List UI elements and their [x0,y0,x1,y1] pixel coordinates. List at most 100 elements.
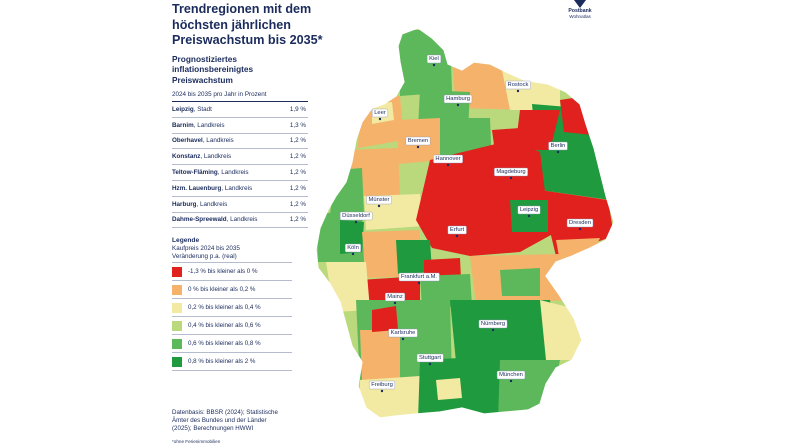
city-label-box [494,167,528,177]
legend-sub-line-1: Kaufpreis 2024 bis 2035 [172,245,240,252]
svg-text:Rostock: Rostock [508,82,529,88]
city-label: Freiburg [369,380,395,393]
city-label: Stuttgart [416,353,444,366]
city-label: Rostock [505,80,531,93]
title-line-3: Preiswachstum bis 2035* [172,33,323,47]
city-label: Nürnberg [478,319,508,332]
svg-text:Münster: Münster [369,197,390,203]
city-label-box [496,370,526,380]
svg-text:Hamburg: Hamburg [446,96,470,102]
ranking-row-value: 1,2 % [289,169,306,177]
city-label-box [505,80,531,90]
source-line-1: Datenbasis: BBSR (2024); Statistische [172,409,278,416]
legend-swatch [172,338,182,349]
legend-swatch [172,284,182,295]
svg-text:Köln: Köln [347,245,359,251]
city-label-box [371,108,389,118]
logo-sub: Wohnatlas [569,14,591,19]
legend-label: 0 % bis kleiner als 0,2 % [188,286,256,293]
svg-text:Frankfurt a.M.: Frankfurt a.M. [401,274,437,280]
svg-text:Magdeburg: Magdeburg [496,169,525,175]
legend-label: -1,3 % bis kleiner als 0 % [188,268,258,275]
ranking-row-value: 1,2 % [289,216,306,224]
svg-text:München: München [499,372,523,378]
ranking-row-name: Dahme-Spreewald, Landkreis [172,216,258,224]
svg-text:Kiel: Kiel [429,56,439,62]
svg-text:Erfurt: Erfurt [450,227,465,233]
ranking-title-line-1: Prognostiziertes [172,54,238,64]
ranking-row-value: 1,2 % [289,137,306,145]
ranking-row: Oberhavel, Landkreis 1,2 % [172,134,308,150]
ranking-row-name: Hzm. Lauenburg, Landkreis [172,184,253,192]
ranking-row-value: 1,3 % [289,121,306,129]
ranking-title-line-2: inflationsbereinigtes [172,64,254,75]
legend-subtitle: Kaufpreis 2024 bis 2035 Veränderung p.a.… [172,245,302,261]
city-label: Leer [371,108,389,121]
city-marker [393,301,397,305]
legend-item: 0,2 % bis kleiner als 0,4 % [172,299,292,317]
footnote: *ohne Ferienimmobilien [172,439,221,444]
ranking-unit-note: 2024 bis 2035 pro Jahr in Prozent [172,91,267,98]
ranking-row: Harburg, Landkreis 1,2 % [172,197,308,213]
city-label: Hannover [433,154,463,167]
city-marker [509,176,513,180]
ranking-row-name: Oberhavel, Landkreis [172,137,234,145]
city-label: Dresden [566,218,594,231]
title-line-1: Trendregionen mit dem [172,2,312,16]
city-marker [456,103,460,107]
city-label: Münster [366,195,392,208]
ranking-row-value: 1,2 % [289,184,306,192]
svg-text:Freiburg: Freiburg [371,382,393,388]
legend-swatch [172,302,182,313]
city-label-box [344,243,362,253]
svg-text:Bremen: Bremen [408,138,428,144]
ranking-row: Teltow-Fläming, Landkreis 1,2 % [172,165,308,181]
page-title: Trendregionen mit dem höchsten jährliche… [172,2,362,49]
city-label: Düsseldorf [339,211,373,224]
city-label-box [339,211,373,221]
city-label-box [548,141,568,151]
city-marker [428,362,432,366]
title-line-2: höchsten jährlichen [172,17,291,32]
ranking-title: Prognostiziertes inflationsbereinigtes P… [172,54,312,85]
city-label: München [496,370,526,383]
svg-text:Berlin: Berlin [551,143,566,149]
city-label-box [566,218,594,228]
city-marker [509,379,513,383]
city-marker [578,227,582,231]
city-marker [491,328,495,332]
city-marker [556,150,560,154]
city-label-box [398,272,440,282]
city-marker [416,145,420,149]
city-marker [378,117,382,121]
city-marker [446,163,450,167]
city-label-box [426,54,442,64]
legend-sub-line-2: Veränderung p.a. (real) [172,253,237,260]
ranking-row-name: Leipzig, Stadt [172,105,212,113]
city-label-box [517,205,541,215]
postbank-logo: Postbank Wohnatlas [560,0,600,20]
ranking-row-name: Barnim, Landkreis [172,121,225,129]
city-marker [455,234,459,238]
svg-text:Hannover: Hannover [435,156,460,162]
city-marker [401,337,405,341]
ranking-row: Hzm. Lauenburg, Landkreis 1,2 % [172,181,308,197]
region-fills [316,28,614,418]
legend-swatch [172,356,182,367]
legend-label: 0,2 % bis kleiner als 0,4 % [188,304,261,311]
city-marker [351,252,355,256]
legend-item: -1,3 % bis kleiner als 0 % [172,263,292,281]
legend-item: 0,6 % bis kleiner als 0,8 % [172,335,292,353]
city-label-box [416,353,444,363]
source-line-3: (2025); Berechnungen HWWI [172,425,254,432]
svg-text:Leer: Leer [374,110,386,116]
svg-text:Stuttgart: Stuttgart [419,355,441,361]
svg-text:Mainz: Mainz [387,294,403,300]
city-label-box [433,154,463,164]
ranking-row-value: 1,9 % [289,105,306,113]
city-label: Karlsruhe [388,328,418,341]
svg-text:Düsseldorf: Düsseldorf [342,213,370,219]
ranking-row: Konstanz, Landkreis 1,2 % [172,149,308,166]
city-label: Frankfurt a.M. [398,272,440,285]
